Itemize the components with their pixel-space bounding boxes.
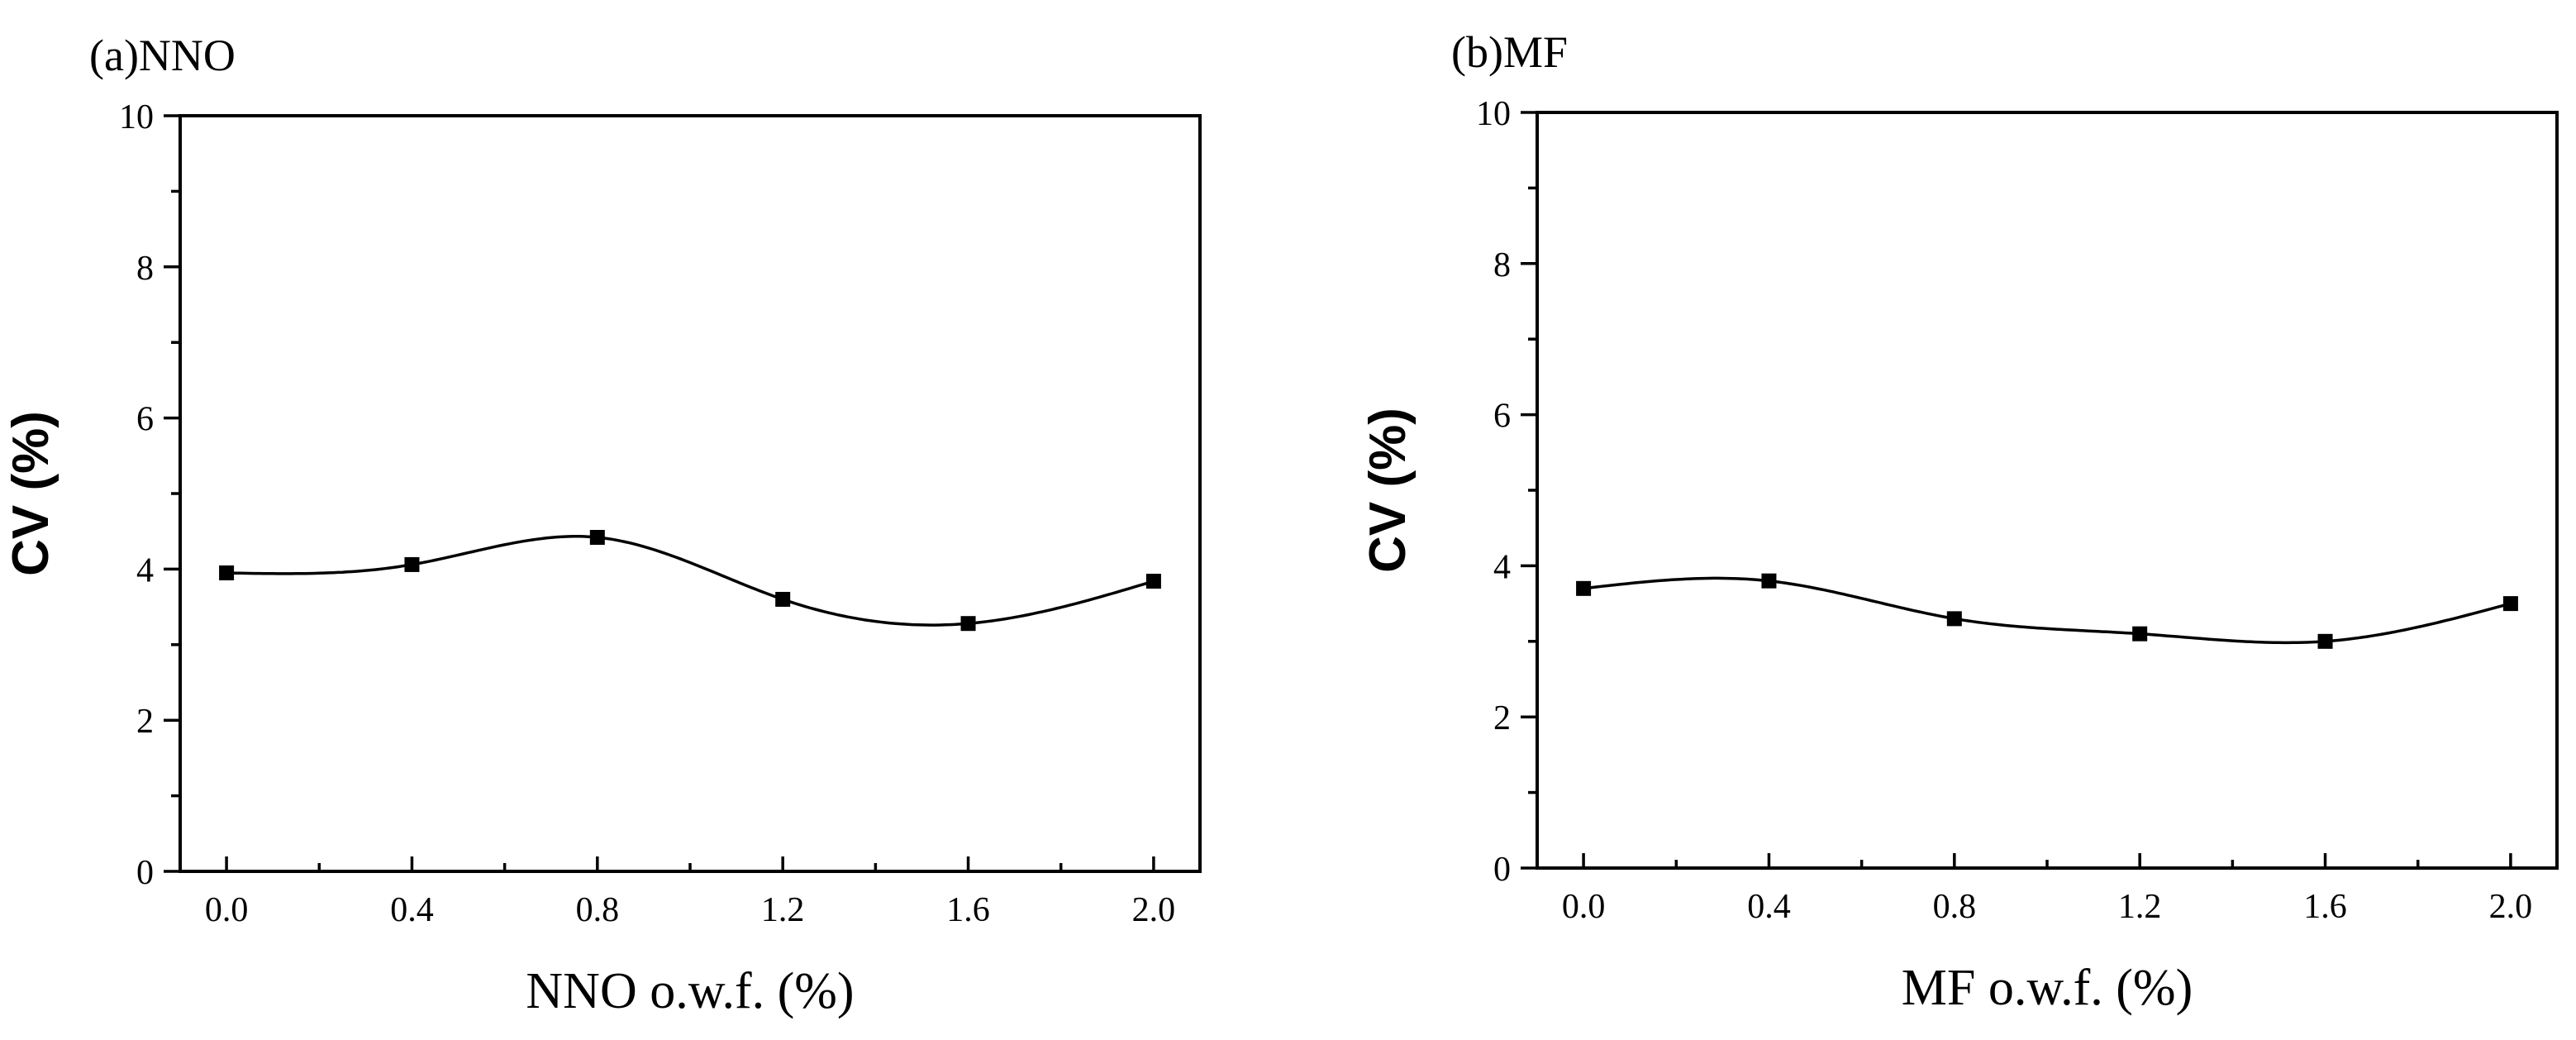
plot-frame-b (1536, 111, 2559, 870)
x-tick-label: 1.6 (2303, 888, 2347, 926)
x-tick-label: 0.4 (1747, 888, 1791, 926)
y-tick-label: 2 (136, 703, 154, 741)
data-point (1946, 611, 1962, 627)
x-tick-label: 1.2 (761, 891, 805, 929)
fit-curve-a (226, 535, 1155, 627)
data-point (219, 565, 235, 580)
fit-curve-b (1583, 576, 2512, 645)
y-tick-label: 6 (1493, 398, 1511, 436)
y-tick-label: 2 (1493, 699, 1511, 737)
x-tick-label: 2.0 (2489, 888, 2533, 926)
y-axis-title-b: CV (%) (1359, 408, 1417, 573)
y-tick-label: 10 (119, 98, 154, 136)
x-tick-label: 1.6 (946, 891, 990, 929)
data-point (589, 530, 605, 546)
x-tick-label: 0.8 (576, 891, 620, 929)
y-tick-label: 10 (1476, 95, 1511, 133)
x-tick-label: 0.0 (205, 891, 249, 929)
x-tick-label: 0.0 (1562, 888, 1606, 926)
plot-frame-a (179, 114, 1202, 873)
x-tick-label: 0.4 (390, 891, 434, 929)
data-point (1576, 580, 1592, 596)
data-point (2317, 633, 2333, 649)
data-point (1761, 573, 1777, 589)
x-axis-title-a: NNO o.w.f. (%) (526, 963, 854, 1019)
panel-label-a: (a)NNO (89, 31, 236, 80)
data-point (404, 556, 420, 572)
y-tick-label: 6 (136, 401, 154, 439)
x-tick-label: 2.0 (1132, 891, 1176, 929)
y-axis-title-a: CV (%) (2, 411, 60, 576)
y-tick-label: 0 (136, 854, 154, 892)
x-tick-label: 1.2 (2118, 888, 2162, 926)
data-point (775, 591, 791, 607)
y-tick-label: 4 (136, 551, 154, 589)
panel-b-mf: (b)MF 0.0 0.4 0.8 1.2 1.6 2.0 0 2 4 6 8 10 MF o.w.f. … (1359, 27, 2559, 1016)
data-point (1145, 574, 1161, 589)
panel-a-nno: (a)NNO 0.0 0.4 0.8 1.2 1.6 2.0 0 2 4 6 8 10 NNO o.w.f… (2, 31, 1202, 1019)
y-tick-label: 8 (1493, 246, 1511, 284)
y-tick-label: 0 (1493, 851, 1511, 889)
panel-label-b: (b)MF (1451, 27, 1568, 77)
x-axis-title-b: MF o.w.f. (%) (1902, 960, 2193, 1016)
x-tick-label: 0.8 (1933, 888, 1977, 926)
data-point (2502, 596, 2518, 612)
y-tick-label: 4 (1493, 548, 1511, 586)
y-tick-label: 8 (136, 250, 154, 288)
data-point (960, 616, 976, 632)
data-point (2132, 626, 2148, 642)
